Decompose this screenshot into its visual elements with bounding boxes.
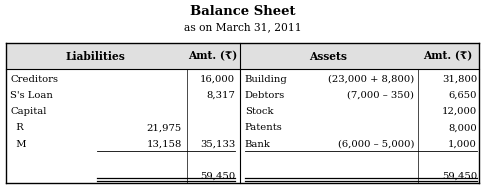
Text: Capital: Capital bbox=[10, 107, 46, 116]
Text: Amt. (₹): Amt. (₹) bbox=[187, 51, 236, 62]
Text: 59,450: 59,450 bbox=[199, 172, 235, 181]
Text: Bank: Bank bbox=[244, 140, 270, 149]
Text: 16,000: 16,000 bbox=[200, 74, 235, 83]
Text: Balance Sheet: Balance Sheet bbox=[189, 5, 295, 19]
Text: (6,000 – 5,000): (6,000 – 5,000) bbox=[337, 140, 413, 149]
Text: S's Loan: S's Loan bbox=[10, 91, 53, 100]
Text: as on March 31, 2011: as on March 31, 2011 bbox=[183, 23, 301, 32]
Text: 13,158: 13,158 bbox=[146, 140, 182, 149]
Text: Liabilities: Liabilities bbox=[65, 51, 124, 62]
Text: Building: Building bbox=[244, 74, 287, 83]
Text: (23,000 + 8,800): (23,000 + 8,800) bbox=[327, 74, 413, 83]
Text: 6,650: 6,650 bbox=[448, 91, 476, 100]
Text: (7,000 – 350): (7,000 – 350) bbox=[347, 91, 413, 100]
Text: 1,000: 1,000 bbox=[447, 140, 476, 149]
Text: 35,133: 35,133 bbox=[199, 140, 235, 149]
FancyBboxPatch shape bbox=[5, 43, 479, 69]
Text: M: M bbox=[10, 140, 27, 149]
Text: 59,450: 59,450 bbox=[441, 172, 476, 181]
Text: 31,800: 31,800 bbox=[441, 74, 476, 83]
Text: 8,317: 8,317 bbox=[206, 91, 235, 100]
Text: Assets: Assets bbox=[309, 51, 347, 62]
Text: Patents: Patents bbox=[244, 123, 282, 132]
Text: Stock: Stock bbox=[244, 107, 273, 116]
Text: R: R bbox=[10, 123, 24, 132]
Text: 12,000: 12,000 bbox=[441, 107, 476, 116]
Text: 8,000: 8,000 bbox=[447, 123, 476, 132]
Text: Debtors: Debtors bbox=[244, 91, 285, 100]
Text: 21,975: 21,975 bbox=[147, 123, 182, 132]
Text: Creditors: Creditors bbox=[10, 74, 58, 83]
Text: Amt. (₹): Amt. (₹) bbox=[423, 51, 472, 62]
